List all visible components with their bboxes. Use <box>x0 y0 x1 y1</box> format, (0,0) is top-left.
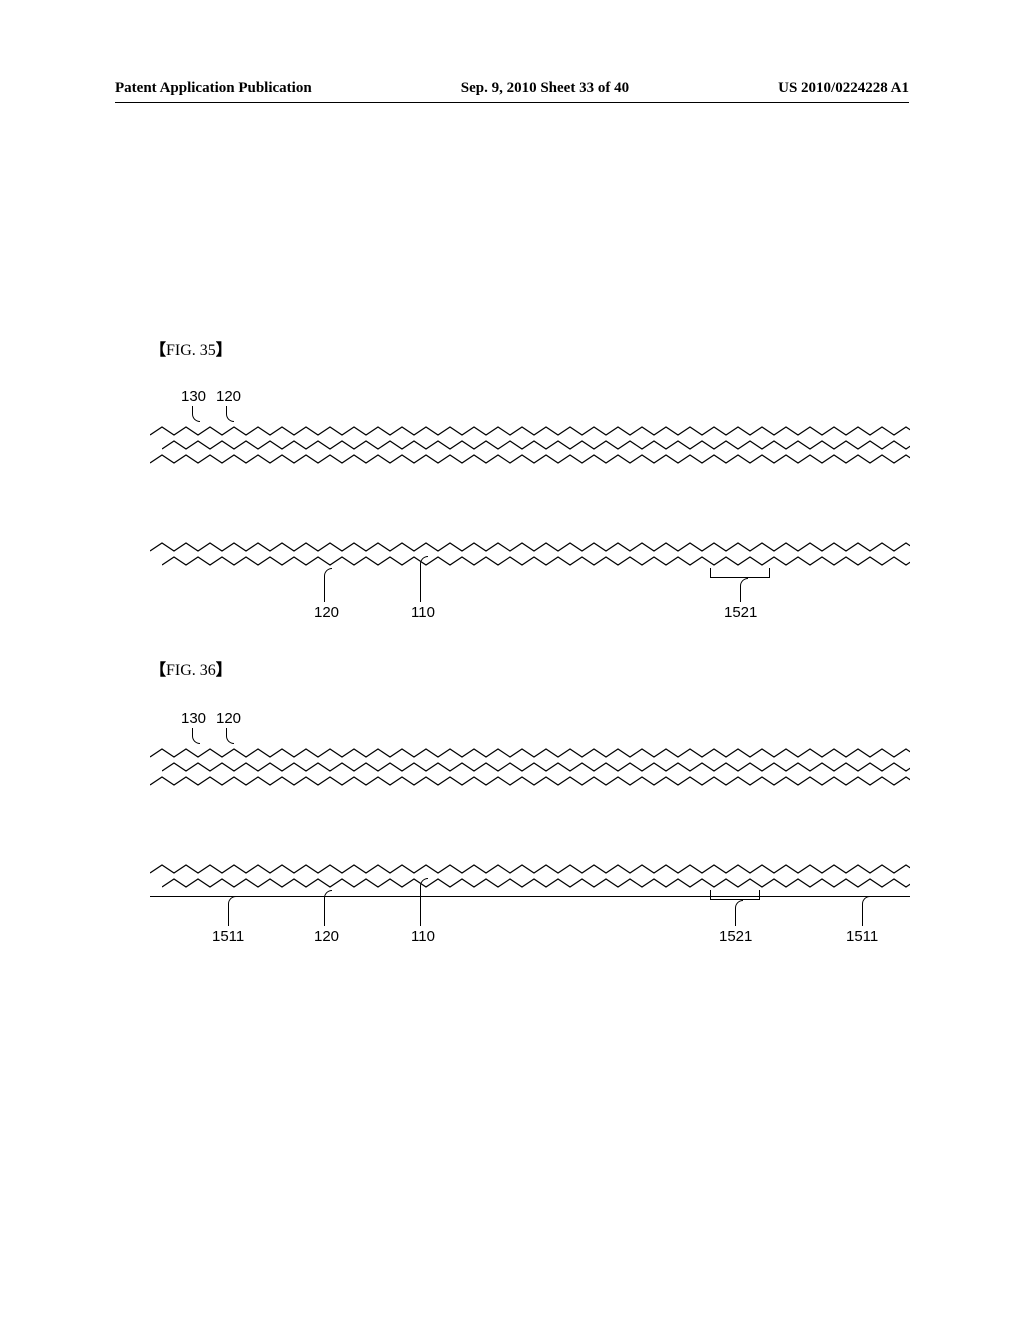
zigzag-row <box>150 774 924 788</box>
fig35-label-120: 120 <box>216 388 241 405</box>
fig36-baseline <box>150 896 910 897</box>
zigzag-svg <box>162 438 910 452</box>
fig35-label-1521: 1521 <box>724 604 757 621</box>
zigzag-row <box>162 438 924 452</box>
figure-36-label: 【FIG. 36】 <box>150 656 924 680</box>
zigzag-svg <box>150 424 910 438</box>
zigzag-svg <box>150 540 910 554</box>
callout-hook <box>228 896 236 926</box>
callout-hook <box>324 890 332 926</box>
zigzag-svg <box>150 862 910 876</box>
fig35-label-120b: 120 <box>314 604 339 621</box>
zigzag-svg <box>162 554 910 568</box>
zigzag-row <box>162 876 924 890</box>
header-divider <box>115 102 909 103</box>
fig-36-text: FIG. 36 <box>166 662 216 679</box>
fig36-bottom-zigzag-block <box>150 862 924 890</box>
callout-hook <box>192 728 200 744</box>
fig36-label-130: 130 <box>181 710 206 727</box>
zigzag-svg <box>150 452 910 466</box>
zigzag-row <box>162 760 924 774</box>
figure-35-label: 【FIG. 35】 <box>150 336 924 360</box>
callout-hook <box>420 556 428 602</box>
header-left: Patent Application Publication <box>115 80 312 97</box>
fig36-label-120: 120 <box>216 710 241 727</box>
fig35-bottom-zigzag-block <box>150 540 924 568</box>
bracket-close: 】 <box>216 342 232 359</box>
zigzag-row <box>150 452 924 466</box>
fig36-top-zigzag-block <box>150 746 924 788</box>
bracket-1521-36 <box>710 890 760 900</box>
bracket-1521 <box>710 568 770 578</box>
zigzag-row <box>150 746 924 760</box>
callout-hook <box>740 578 748 602</box>
zigzag-svg <box>150 774 910 788</box>
bracket-open: 【 <box>150 662 166 679</box>
bracket-open: 【 <box>150 342 166 359</box>
page-header: Patent Application Publication Sep. 9, 2… <box>0 80 1024 97</box>
fig36-label-1511-left: 1511 <box>212 928 244 945</box>
callout-hook <box>324 568 332 602</box>
fig35-label-110: 110 <box>411 604 435 621</box>
callout-hook-130 <box>192 406 200 422</box>
fig35-label-130: 130 <box>181 388 206 405</box>
zigzag-row <box>150 540 924 554</box>
zigzag-svg <box>150 746 910 760</box>
header-center: Sep. 9, 2010 Sheet 33 of 40 <box>461 80 629 97</box>
zigzag-row <box>150 424 924 438</box>
zigzag-row <box>162 554 924 568</box>
zigzag-row <box>150 862 924 876</box>
zigzag-svg <box>162 760 910 774</box>
fig36-label-1511-right: 1511 <box>846 928 878 945</box>
callout-hook <box>420 878 428 926</box>
fig36-label-120b: 120 <box>314 928 339 945</box>
zigzag-svg <box>162 876 910 890</box>
fig36-label-1521: 1521 <box>719 928 752 945</box>
callout-hook <box>226 728 234 744</box>
callout-hook <box>735 900 743 926</box>
fig36-label-110: 110 <box>411 928 435 945</box>
fig-35-text: FIG. 35 <box>166 342 216 359</box>
bracket-close: 】 <box>216 662 232 679</box>
callout-hook-120 <box>226 406 234 422</box>
callout-hook <box>862 896 870 926</box>
header-right: US 2010/0224228 A1 <box>778 80 909 97</box>
fig35-top-zigzag-block <box>150 424 924 466</box>
